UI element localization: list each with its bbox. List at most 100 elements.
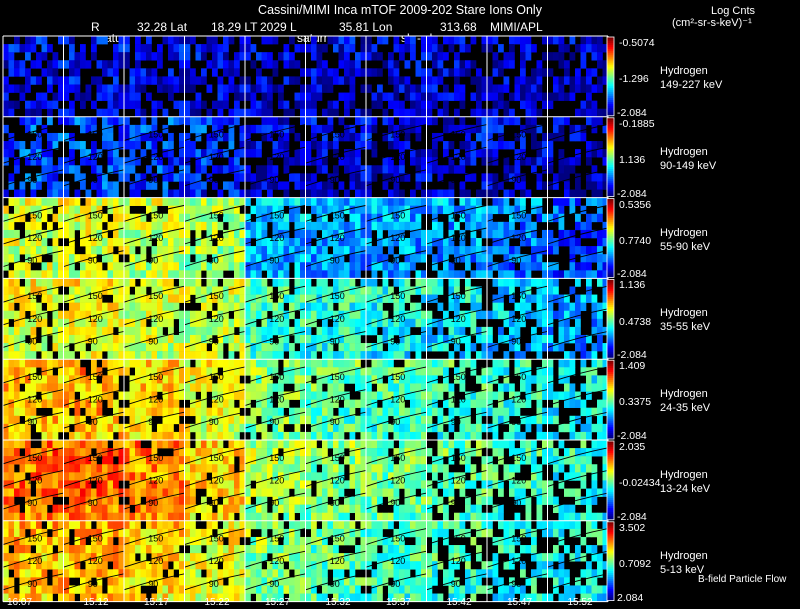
contour-line [63,169,125,187]
heatmap-cell [63,36,125,118]
contour-line [184,469,246,487]
contour-label: 120 [390,152,405,162]
contour-line [184,447,246,465]
contour-line [305,550,367,568]
contour-label: 150 [88,372,103,382]
heatmap-cell [184,36,246,118]
heatmap-cell: 150 120 90 [365,116,427,198]
contour-label: 150 [209,453,224,463]
heatmap-cell: 150 120 90 [123,520,185,602]
heatmap-cell [547,116,609,198]
contour-label: 150 [511,453,526,463]
heatmap-cell [547,359,609,441]
colorbar [606,521,615,601]
contour-line [547,528,609,546]
contour-label: 120 [451,314,466,324]
contour-label: 120 [88,233,103,243]
row-energy: 24-35 keV [660,402,711,415]
colorbar-min: -2.084 [617,349,647,362]
contour-line [426,169,488,187]
colorbar-max: 2.035 [619,441,646,453]
contour-line [63,366,125,384]
contour-label: 150 [330,534,345,544]
contour-line [305,469,367,487]
contour-line [365,447,427,465]
contour-label: 120 [88,314,103,324]
contour-label: 150 [511,291,526,301]
contour-label: 90 [148,256,158,266]
contour-line [184,146,246,164]
contour-line [426,550,488,568]
contour-line [486,250,548,268]
heatmap-cell: 150 120 90 [123,359,185,441]
time-label: 15:52 [567,597,593,608]
contour-label: 90 [88,256,98,266]
contour-line [365,366,427,384]
contour-line [184,550,246,568]
row-species: Hydrogen [660,307,708,320]
contour-label: 120 [209,395,224,405]
contour-line [244,550,306,568]
contour-line [426,528,488,546]
contour-label: 90 [209,175,219,185]
contour-line [547,411,609,429]
contour-line [244,492,306,510]
time-label: 15:42 [446,597,472,608]
contour-label: 90 [209,498,219,508]
contour-label: 120 [330,314,345,324]
contour-line [426,366,488,384]
contour-line [244,528,306,546]
lat-label: 32.28 Lat [137,20,188,34]
contour-line [365,124,427,142]
heatmap-cell [3,36,64,118]
heatmap-cell [305,36,367,118]
contour-line [244,204,306,222]
contour-line [2,308,64,326]
contour-line [305,366,367,384]
contour-line [365,146,427,164]
contour-label: 120 [148,314,163,324]
contour-line [244,330,306,348]
contour-line [2,227,64,245]
contour-line [123,550,185,568]
contour-line [2,528,64,546]
contour-line [123,389,185,407]
contour-label: 90 [148,579,158,589]
contour-label: 150 [148,130,163,140]
heatmap-cell: 150 120 90 [305,116,367,198]
contour-label: 150 [27,372,42,382]
contour-line [184,411,246,429]
contour-label: 150 [269,130,284,140]
heatmap-cell [547,36,609,118]
contour-label: 90 [451,175,461,185]
contour-line [2,492,64,510]
heatmap-cell: 150 120 90 [486,359,548,441]
colorbar [606,440,615,521]
heatmap-cell: 150 120 90 [426,197,488,279]
contour-label: 150 [269,210,284,220]
time-label: 15:17 [144,597,170,608]
row-species: Hydrogen [660,469,708,481]
contour-label: 150 [27,534,42,544]
heatmap-cell: 150 120 90 [426,278,488,360]
time-label: 16:07 [7,597,33,608]
colorbar-min: -2.084 [617,106,647,119]
time-label: 15:47 [507,597,533,608]
contour-label: 90 [27,256,37,266]
contour-label: 120 [269,395,284,405]
colorbar [606,278,615,359]
colorbar-max: 1.136 [619,279,646,292]
contour-line [426,227,488,245]
contour-line [123,285,185,303]
contour-label: 150 [27,130,42,140]
contour-label: 150 [209,210,224,220]
lon-label: 35.81 Lon [339,20,393,34]
row-energy: 5-13 keV [660,563,705,576]
contour-label: 90 [27,498,37,508]
contour-line [244,285,306,303]
heatmap-cell: 150 120 90 [244,197,306,279]
contour-line [365,469,427,487]
contour-line [365,250,427,268]
contour-line [365,204,427,222]
contour-line [244,308,306,326]
